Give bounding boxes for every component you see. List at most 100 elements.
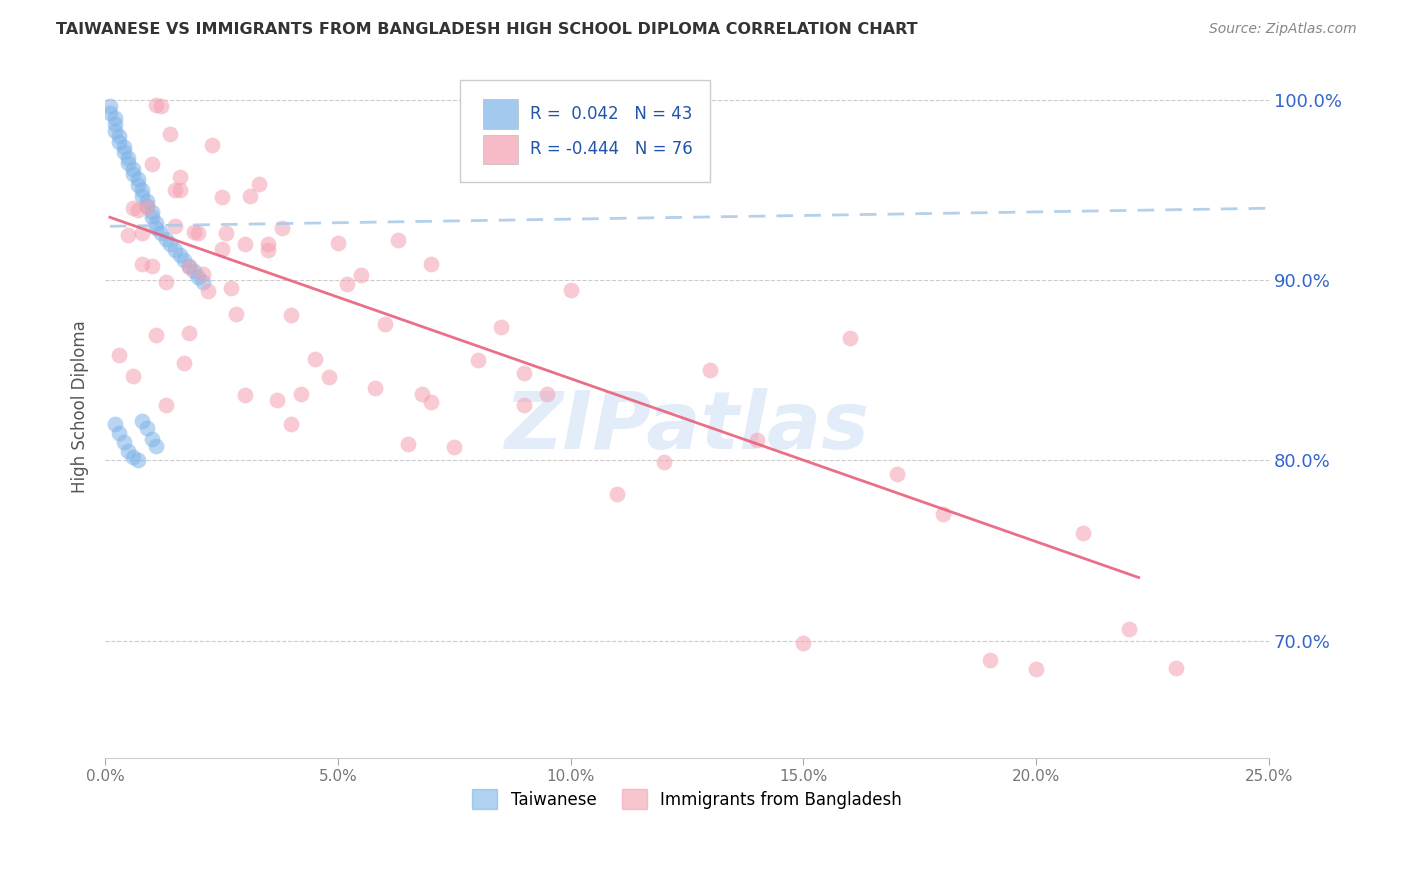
Point: [364, 381, 387, 395]
Point: [238, 189, 260, 203]
Point: [150, 227, 173, 241]
Point: [280, 308, 302, 322]
Point: [117, 444, 139, 458]
Point: [131, 188, 153, 202]
Point: [98, 105, 121, 120]
Point: [606, 487, 628, 501]
Point: [839, 330, 862, 344]
Point: [141, 205, 163, 219]
Point: [560, 283, 582, 297]
Point: [122, 368, 145, 383]
Point: [103, 111, 125, 125]
Point: [257, 236, 280, 251]
Point: [225, 307, 247, 321]
Point: [108, 348, 131, 362]
Point: [145, 328, 167, 343]
Point: [536, 387, 558, 401]
Point: [350, 268, 373, 283]
Point: [141, 432, 163, 446]
Point: [136, 199, 159, 213]
Point: [155, 232, 177, 246]
Point: [169, 169, 191, 184]
Point: [932, 508, 955, 522]
Point: [886, 467, 908, 481]
Point: [177, 326, 200, 341]
Point: [197, 284, 219, 298]
Point: [103, 417, 125, 432]
Point: [271, 221, 294, 235]
Text: TAIWANESE VS IMMIGRANTS FROM BANGLADESH HIGH SCHOOL DIPLOMA CORRELATION CHART: TAIWANESE VS IMMIGRANTS FROM BANGLADESH …: [56, 22, 918, 37]
Point: [145, 216, 167, 230]
Point: [411, 387, 433, 401]
Point: [247, 178, 270, 192]
Point: [1164, 661, 1187, 675]
Point: [136, 421, 159, 435]
Point: [177, 259, 200, 273]
Point: [233, 387, 256, 401]
Point: [145, 439, 167, 453]
Point: [318, 370, 340, 384]
Point: [112, 435, 135, 450]
Point: [122, 167, 145, 181]
Point: [396, 437, 419, 451]
Point: [792, 635, 814, 649]
Legend: Taiwanese, Immigrants from Bangladesh: Taiwanese, Immigrants from Bangladesh: [465, 782, 908, 816]
Point: [155, 275, 177, 289]
Point: [979, 653, 1001, 667]
Point: [1118, 622, 1140, 636]
Point: [150, 99, 173, 113]
Point: [420, 395, 443, 409]
Point: [191, 267, 214, 281]
Point: [122, 201, 145, 215]
Point: [1025, 662, 1047, 676]
Point: [183, 264, 205, 278]
Point: [191, 275, 214, 289]
Point: [513, 398, 536, 412]
Point: [387, 233, 409, 247]
Point: [266, 393, 288, 408]
Point: [155, 398, 177, 412]
Point: [112, 145, 135, 160]
Text: Source: ZipAtlas.com: Source: ZipAtlas.com: [1209, 22, 1357, 37]
Point: [112, 140, 135, 154]
Point: [215, 226, 238, 240]
Point: [131, 183, 153, 197]
Point: [159, 237, 181, 252]
Point: [136, 194, 159, 208]
Point: [98, 98, 121, 112]
Point: [304, 351, 326, 366]
Text: ZIPatlas: ZIPatlas: [505, 389, 869, 467]
Point: [699, 362, 721, 376]
Point: [122, 450, 145, 464]
Point: [173, 356, 195, 370]
Point: [280, 417, 302, 431]
Point: [163, 219, 186, 233]
Point: [169, 183, 191, 197]
Point: [145, 97, 167, 112]
FancyBboxPatch shape: [460, 79, 710, 182]
Point: [443, 440, 465, 454]
Point: [187, 226, 209, 240]
Point: [336, 277, 359, 292]
Point: [513, 366, 536, 380]
Point: [420, 257, 443, 271]
Point: [108, 135, 131, 149]
Point: [141, 157, 163, 171]
FancyBboxPatch shape: [484, 135, 519, 164]
Point: [169, 248, 191, 262]
Point: [219, 281, 242, 295]
Point: [117, 156, 139, 170]
Point: [177, 260, 200, 274]
Point: [1071, 525, 1094, 540]
Point: [173, 253, 195, 268]
Point: [211, 189, 233, 203]
Point: [117, 228, 139, 243]
Point: [373, 317, 395, 331]
Point: [108, 129, 131, 144]
Point: [103, 117, 125, 131]
Point: [131, 227, 153, 241]
FancyBboxPatch shape: [484, 99, 519, 129]
Point: [233, 237, 256, 252]
Point: [326, 236, 349, 251]
Point: [489, 319, 512, 334]
